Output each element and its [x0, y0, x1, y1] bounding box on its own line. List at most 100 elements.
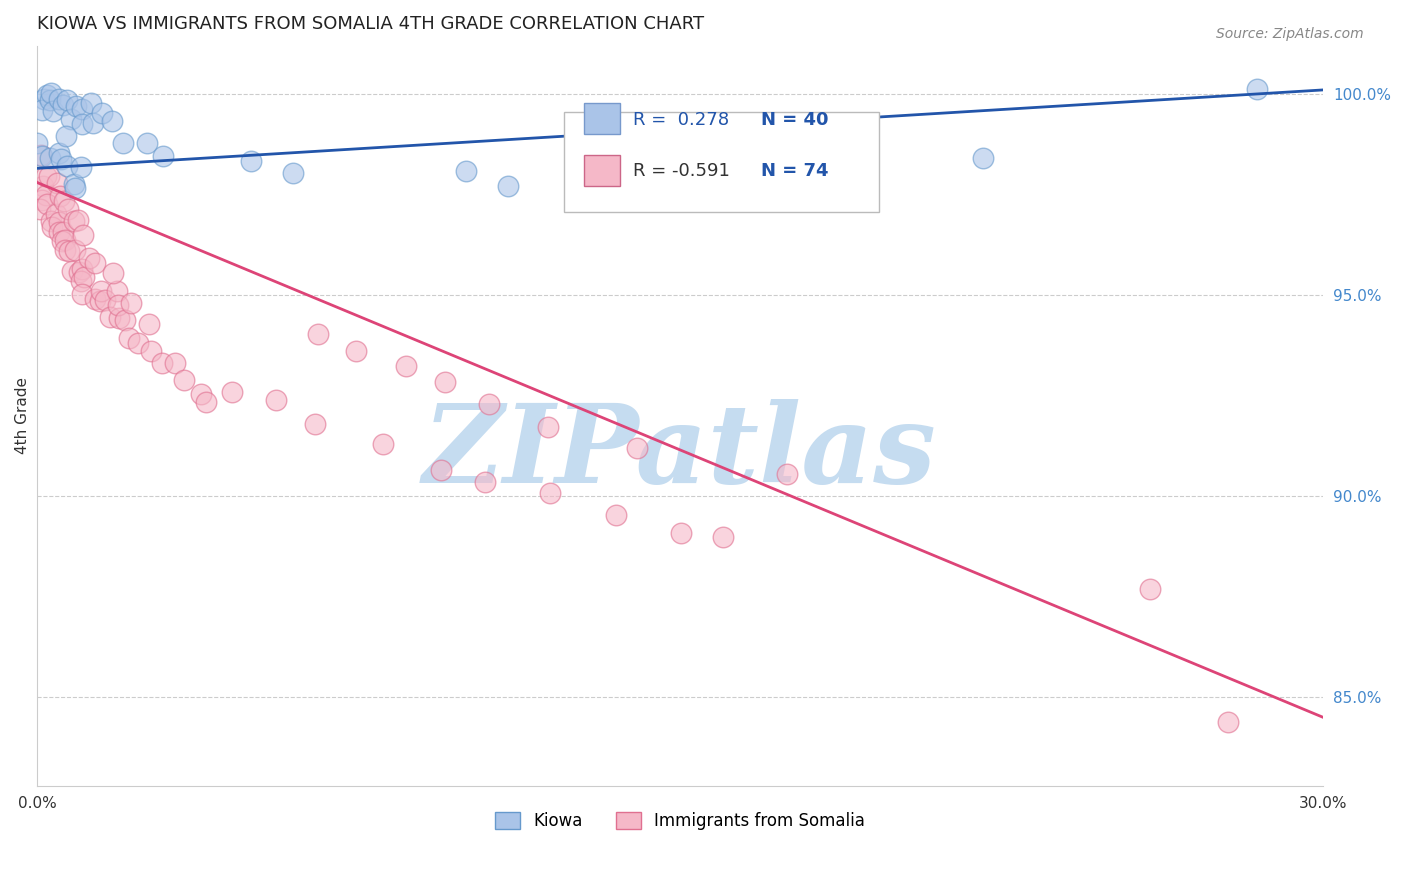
- Point: [70, 261, 93, 276]
- Point: [30, 148, 52, 162]
- Point: [111, 136, 134, 150]
- Point: [281, 165, 304, 179]
- Text: KIOWA VS IMMIGRANTS FROM SOMALIA 4TH GRADE CORRELATION CHART: KIOWA VS IMMIGRANTS FROM SOMALIA 4TH GRA…: [37, 15, 704, 33]
- Point: [1139, 582, 1161, 597]
- Point: [1246, 82, 1268, 96]
- Point: [32, 179, 55, 194]
- Point: [49, 152, 72, 166]
- Text: N = 74: N = 74: [761, 161, 828, 180]
- FancyBboxPatch shape: [564, 112, 880, 212]
- Point: [114, 313, 136, 327]
- Point: [49, 189, 72, 203]
- Point: [67, 265, 90, 279]
- Text: Source: ZipAtlas.com: Source: ZipAtlas.com: [1216, 27, 1364, 41]
- Point: [37, 197, 59, 211]
- Point: [31, 103, 53, 117]
- Point: [693, 162, 716, 177]
- Point: [32, 92, 55, 106]
- Point: [136, 136, 159, 150]
- Point: [82, 116, 104, 130]
- Point: [307, 326, 329, 341]
- Point: [53, 244, 76, 258]
- Point: [60, 263, 83, 277]
- Point: [118, 330, 141, 344]
- Point: [41, 219, 63, 234]
- Point: [139, 344, 162, 359]
- Point: [264, 392, 287, 407]
- Point: [138, 317, 160, 331]
- Point: [221, 384, 243, 399]
- Point: [39, 86, 62, 100]
- Legend: Kiowa, Immigrants from Somalia: Kiowa, Immigrants from Somalia: [488, 805, 872, 837]
- Point: [91, 106, 114, 120]
- Point: [344, 343, 367, 358]
- Point: [56, 159, 79, 173]
- Point: [45, 207, 67, 221]
- Point: [63, 177, 86, 191]
- Point: [55, 129, 77, 144]
- Point: [94, 293, 117, 307]
- Point: [63, 181, 86, 195]
- Point: [150, 356, 173, 370]
- Point: [107, 311, 129, 326]
- Point: [70, 287, 93, 301]
- Text: N = 40: N = 40: [761, 112, 828, 129]
- Point: [25, 136, 48, 150]
- Point: [39, 213, 62, 227]
- Point: [1216, 714, 1239, 729]
- Point: [72, 102, 94, 116]
- Point: [48, 92, 70, 106]
- Text: R =  0.278: R = 0.278: [633, 112, 728, 129]
- Point: [775, 153, 797, 167]
- Point: [98, 310, 121, 325]
- Point: [84, 256, 107, 270]
- Point: [478, 397, 501, 411]
- Point: [72, 228, 94, 243]
- Point: [73, 270, 96, 285]
- Point: [52, 194, 75, 208]
- Point: [190, 387, 212, 401]
- Point: [107, 298, 129, 312]
- Point: [755, 178, 778, 192]
- Point: [48, 146, 70, 161]
- Point: [101, 266, 124, 280]
- Point: [430, 463, 453, 477]
- Point: [537, 420, 560, 434]
- Point: [90, 284, 112, 298]
- Point: [48, 225, 70, 239]
- Point: [496, 179, 519, 194]
- Point: [63, 213, 86, 227]
- Point: [605, 508, 627, 523]
- Point: [79, 251, 101, 265]
- Point: [120, 296, 142, 310]
- Point: [41, 103, 63, 118]
- Point: [304, 417, 326, 431]
- Point: [165, 356, 187, 370]
- Point: [35, 169, 58, 183]
- Point: [69, 274, 91, 288]
- FancyBboxPatch shape: [583, 155, 620, 186]
- Point: [100, 113, 122, 128]
- Point: [46, 176, 69, 190]
- Point: [671, 526, 693, 541]
- FancyBboxPatch shape: [583, 103, 620, 135]
- Point: [56, 93, 79, 107]
- Point: [127, 335, 149, 350]
- Point: [70, 160, 93, 174]
- Point: [474, 475, 496, 490]
- Point: [51, 234, 73, 248]
- Point: [65, 99, 87, 113]
- Point: [31, 194, 53, 208]
- Point: [31, 149, 53, 163]
- Point: [776, 467, 799, 481]
- Point: [59, 112, 82, 126]
- Point: [52, 97, 75, 112]
- Point: [65, 244, 87, 258]
- Point: [79, 96, 101, 111]
- Point: [84, 293, 107, 307]
- Point: [35, 188, 58, 202]
- Point: [38, 93, 60, 107]
- Point: [52, 225, 75, 239]
- Text: R = -0.591: R = -0.591: [633, 161, 730, 180]
- Point: [70, 117, 93, 131]
